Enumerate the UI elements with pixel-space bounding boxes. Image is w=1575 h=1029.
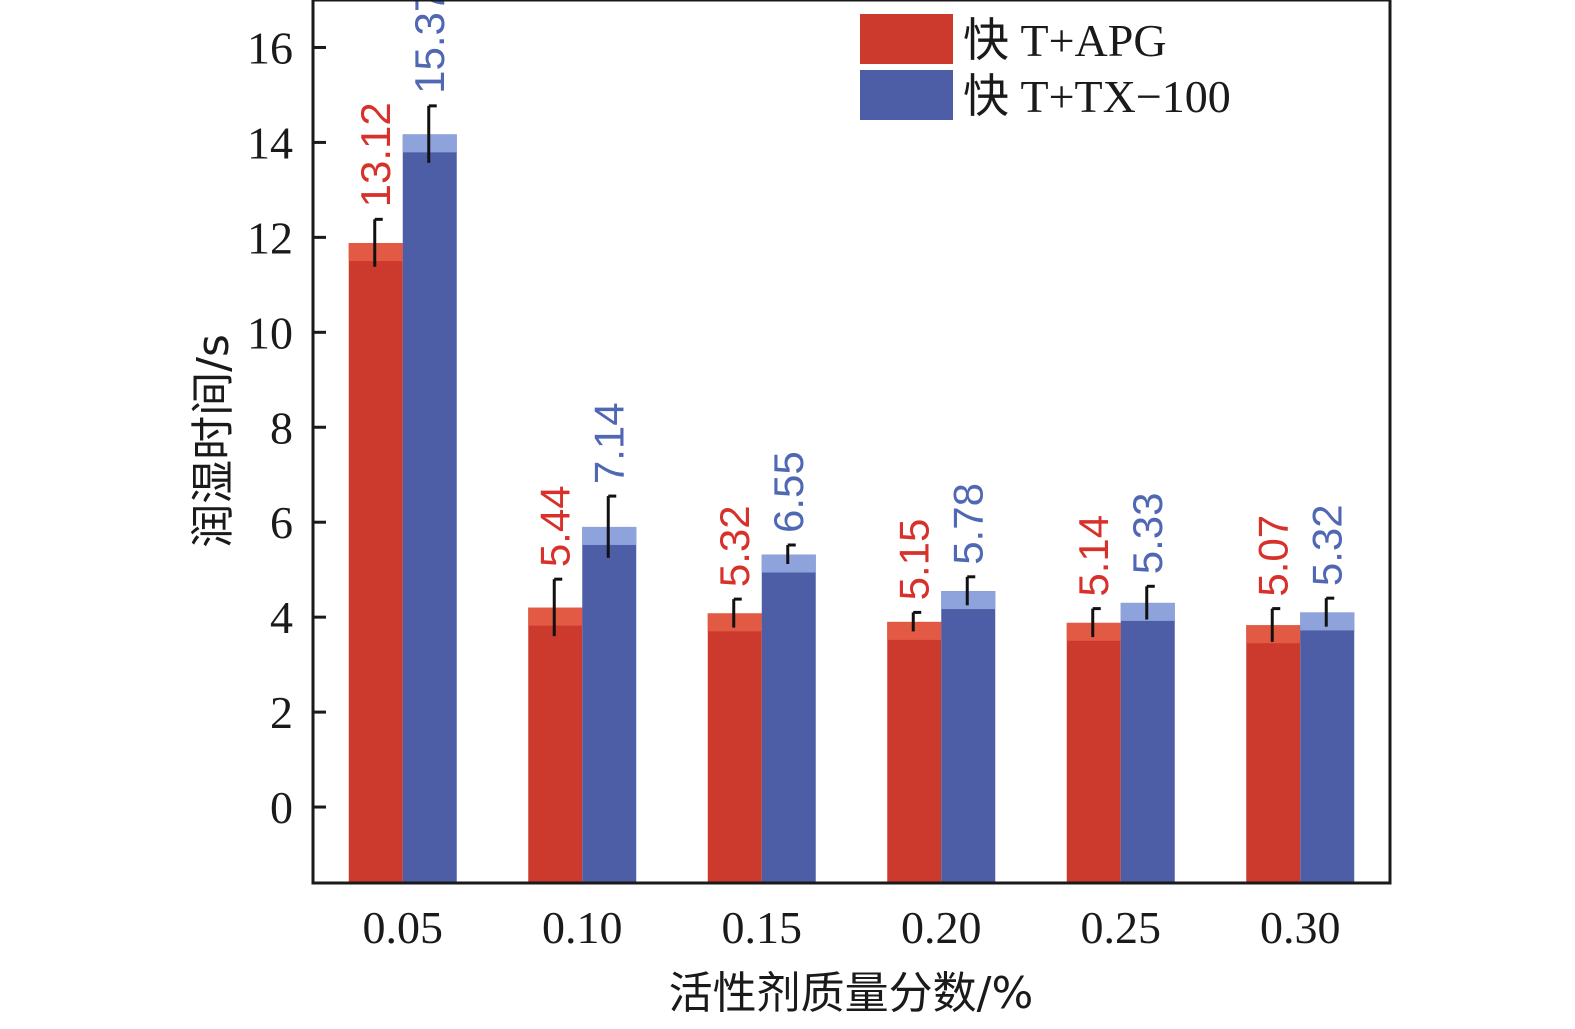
bar bbox=[887, 621, 942, 883]
data-label: 5.15 bbox=[890, 519, 937, 601]
x-tick-label: 0.15 bbox=[722, 902, 803, 953]
bar bbox=[582, 526, 637, 883]
y-tick-label: 6 bbox=[270, 497, 293, 548]
data-label: 5.33 bbox=[1124, 493, 1171, 575]
bar bbox=[1300, 612, 1355, 883]
bar bbox=[402, 134, 457, 883]
legend-label: 快 T+APG bbox=[963, 15, 1167, 66]
legend-label: 快 T+TX−100 bbox=[963, 71, 1231, 122]
data-label: 5.07 bbox=[1249, 515, 1296, 597]
bar bbox=[941, 591, 996, 883]
x-axis-title: 活性剂质量分数/% bbox=[669, 968, 1034, 1019]
bar bbox=[1066, 622, 1121, 883]
y-tick-label: 4 bbox=[270, 592, 293, 643]
x-tick-label: 0.30 bbox=[1260, 902, 1341, 953]
x-tick-label: 0.20 bbox=[901, 902, 982, 953]
bar bbox=[707, 613, 762, 883]
data-label: 5.32 bbox=[1303, 504, 1350, 586]
plot-frame bbox=[311, 0, 1392, 885]
y-tick-label: 10 bbox=[247, 307, 293, 358]
y-tick-label: 2 bbox=[270, 687, 293, 738]
y-axis-title: 润湿时间/s bbox=[188, 334, 239, 548]
legend-swatch bbox=[860, 14, 953, 64]
legend-swatch bbox=[860, 70, 953, 120]
x-tick-label: 0.05 bbox=[363, 902, 444, 953]
y-tick-label: 14 bbox=[247, 117, 293, 168]
bar bbox=[348, 243, 403, 883]
x-axis: 0.05 0.10 0.15 0.20 0.25 0.30 bbox=[363, 902, 1341, 953]
bars-layer bbox=[348, 134, 1355, 883]
data-label: 5.78 bbox=[944, 483, 991, 565]
error-bars-layer bbox=[373, 104, 1335, 642]
data-label: 6.55 bbox=[765, 451, 812, 533]
y-axis: 0 2 4 6 8 10 12 14 16 bbox=[247, 22, 326, 833]
x-tick-label: 0.10 bbox=[542, 902, 623, 953]
bar bbox=[761, 554, 816, 883]
data-label: 15.37 bbox=[406, 0, 453, 94]
data-label: 5.32 bbox=[711, 505, 758, 587]
bar bbox=[528, 607, 583, 883]
y-tick-label: 12 bbox=[247, 212, 293, 263]
data-label: 13.12 bbox=[352, 102, 399, 207]
bar bbox=[1120, 602, 1175, 883]
data-label: 5.14 bbox=[1070, 515, 1117, 597]
y-tick-label: 8 bbox=[270, 402, 293, 453]
data-label: 7.14 bbox=[585, 402, 632, 484]
y-tick-label: 0 bbox=[270, 782, 293, 833]
x-tick-label: 0.25 bbox=[1081, 902, 1162, 953]
data-label: 5.44 bbox=[531, 485, 578, 567]
y-tick-label: 16 bbox=[247, 22, 293, 73]
bar bbox=[1246, 625, 1301, 883]
